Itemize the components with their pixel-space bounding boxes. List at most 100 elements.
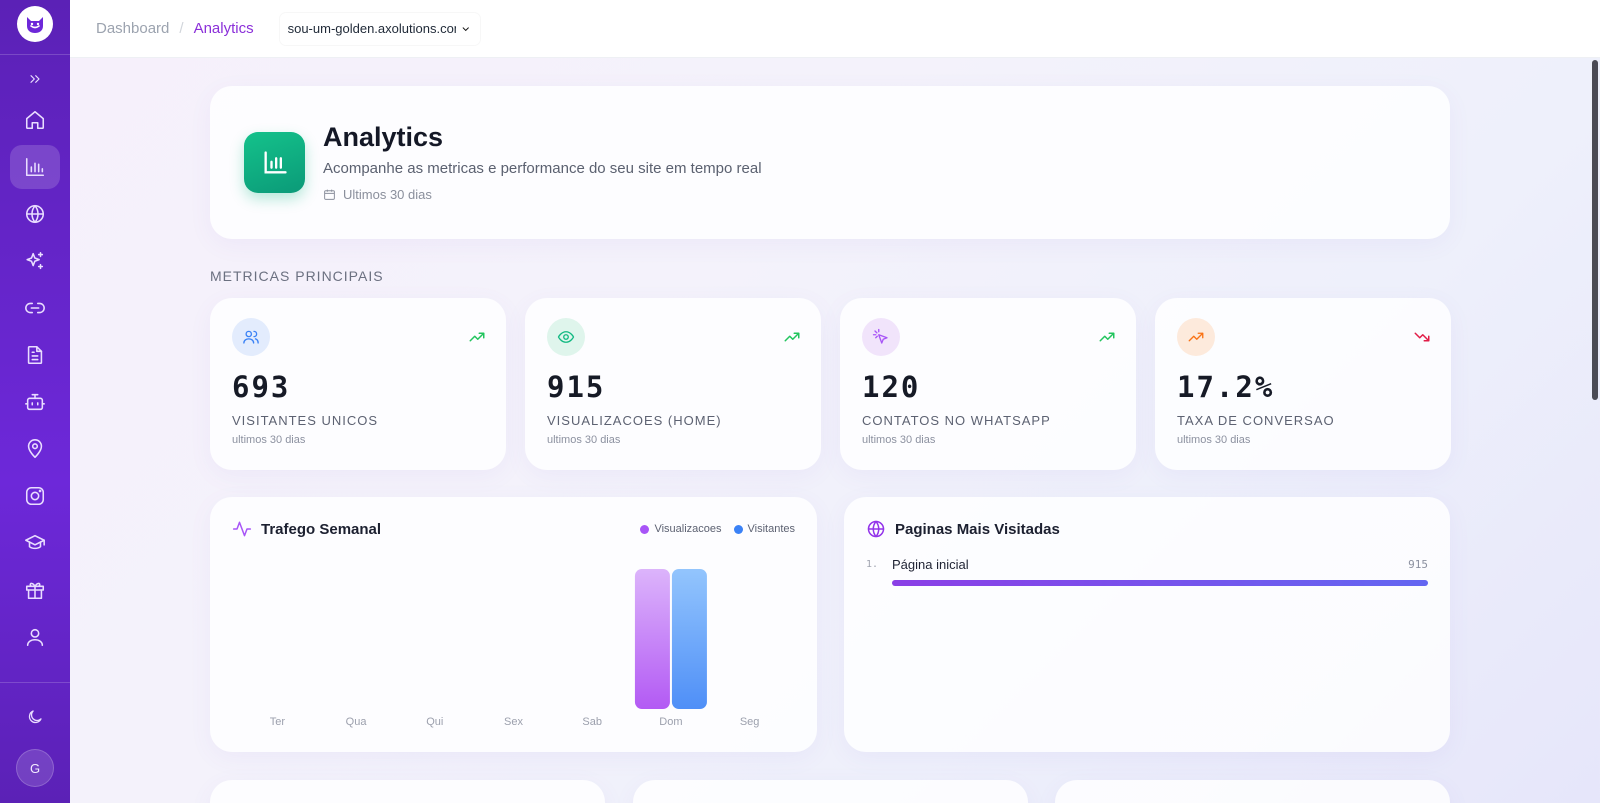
instagram-icon bbox=[25, 486, 45, 506]
breadcrumb-current: Analytics bbox=[193, 20, 254, 37]
chevron-down-icon bbox=[462, 26, 470, 31]
globe-icon bbox=[25, 204, 45, 224]
sidebar-item-courses[interactable] bbox=[10, 521, 60, 565]
page-progress-fill bbox=[892, 580, 1428, 586]
sidebar-item-sites[interactable] bbox=[10, 192, 60, 236]
legend-item-views: Visualizacoes bbox=[640, 523, 722, 535]
metric-period: ultimos 30 dias bbox=[547, 434, 621, 446]
page-subtitle: Acompanhe as metricas e performance do s… bbox=[323, 160, 762, 177]
lower-card-1 bbox=[210, 780, 605, 803]
calendar-icon bbox=[324, 189, 335, 200]
chart-legend: Visualizacoes Visitantes bbox=[628, 523, 795, 535]
app-logo[interactable] bbox=[17, 6, 53, 42]
weekly-traffic-chart: Ter Qua Qui Sex Sab Dom Seg bbox=[270, 569, 760, 728]
breadcrumb-dashboard[interactable]: Dashboard bbox=[96, 20, 170, 37]
metric-icon-badge bbox=[862, 318, 900, 356]
metric-label: TAXA DE CONVERSAO bbox=[1177, 413, 1335, 428]
trending-up-icon bbox=[784, 332, 800, 342]
sidebar-item-documents[interactable] bbox=[10, 333, 60, 377]
link-icon bbox=[25, 302, 45, 314]
sidebar-bottom: G bbox=[0, 682, 70, 803]
breadcrumb-separator: / bbox=[179, 20, 184, 37]
sidebar-item-ai[interactable] bbox=[10, 239, 60, 283]
map-pin-icon bbox=[27, 439, 43, 459]
x-tick-label: Ter bbox=[270, 716, 286, 728]
x-tick-label: Sex bbox=[504, 716, 523, 728]
top-pages-header: Paginas Mais Visitadas bbox=[866, 519, 1060, 539]
bar-chart-icon bbox=[264, 150, 287, 173]
bar-visitantes-dom[interactable] bbox=[671, 569, 707, 709]
sparkles-icon bbox=[26, 251, 44, 270]
page-count: 915 bbox=[1408, 558, 1428, 571]
x-tick-label: Qua bbox=[346, 716, 368, 728]
bar-visualizacoes-dom[interactable] bbox=[634, 569, 670, 709]
analytics-header-card: Analytics Acompanhe as metricas e perfor… bbox=[210, 86, 1450, 239]
sidebar-item-gifts[interactable] bbox=[10, 568, 60, 612]
x-tick-label: Seg bbox=[740, 716, 760, 728]
metric-label: CONTATOS NO WHATSAPP bbox=[862, 413, 1051, 428]
trending-up-icon bbox=[1188, 332, 1204, 342]
metric-period: ultimos 30 dias bbox=[862, 434, 936, 446]
pointer-click-icon bbox=[872, 328, 888, 344]
metric-card-views: 915 VISUALIZACOES (HOME) ultimos 30 dias bbox=[525, 298, 821, 470]
eye-icon bbox=[557, 331, 575, 343]
weekly-traffic-title: Trafego Semanal bbox=[261, 520, 382, 538]
weekly-traffic-header: Trafego Semanal bbox=[232, 519, 381, 539]
sidebar-item-home[interactable] bbox=[10, 98, 60, 142]
x-tick-label: Dom bbox=[659, 716, 682, 728]
page-progress-bar bbox=[892, 580, 1428, 586]
user-avatar[interactable]: G bbox=[16, 749, 54, 787]
trending-up-icon bbox=[1099, 332, 1115, 342]
metric-value: 17.2% bbox=[1177, 370, 1275, 404]
metric-value: 693 bbox=[232, 370, 291, 404]
sidebar-item-analytics[interactable] bbox=[10, 145, 60, 189]
sidebar-item-location[interactable] bbox=[10, 427, 60, 471]
metric-icon-badge bbox=[1177, 318, 1215, 356]
legend-label: Visualizacoes bbox=[654, 523, 722, 535]
sidebar-item-bot[interactable] bbox=[10, 380, 60, 424]
bot-icon bbox=[25, 393, 45, 411]
cat-logo-icon bbox=[27, 17, 43, 33]
sidebar-divider bbox=[0, 54, 70, 55]
date-range-label: Ultimos 30 dias bbox=[343, 187, 432, 202]
trend-indicator bbox=[1098, 328, 1116, 351]
top-pages-title: Paginas Mais Visitadas bbox=[895, 520, 1060, 538]
sidebar-item-links[interactable] bbox=[10, 286, 60, 330]
metric-label: VISUALIZACOES (HOME) bbox=[547, 413, 722, 428]
theme-toggle-button[interactable] bbox=[10, 695, 60, 739]
sidebar-item-instagram[interactable] bbox=[10, 474, 60, 518]
sidebar: G bbox=[0, 0, 70, 803]
metrics-section-title: METRICAS PRINCIPAIS bbox=[210, 268, 384, 284]
graduation-cap-icon bbox=[25, 534, 45, 550]
trend-indicator bbox=[468, 328, 486, 351]
page-rank: 1. bbox=[866, 559, 879, 570]
metric-card-unique-visitors: 693 VISITANTES UNICOS ultimos 30 dias bbox=[210, 298, 506, 470]
site-selector-value: sou-um-golden.axolutions.com bbox=[287, 21, 457, 36]
date-range: Ultimos 30 dias bbox=[323, 187, 432, 202]
metric-card-conversion: 17.2% TAXA DE CONVERSAO ultimos 30 dias bbox=[1155, 298, 1451, 470]
trending-down-icon bbox=[1414, 332, 1430, 342]
sidebar-item-profile[interactable] bbox=[10, 615, 60, 659]
metric-icon-badge bbox=[547, 318, 585, 356]
weekly-traffic-card: Ter Qua Qui Sex Sab Dom Seg Trafego Semanal Vi… bbox=[210, 497, 817, 752]
metric-value: 120 bbox=[862, 370, 921, 404]
lower-card-3 bbox=[1055, 780, 1450, 803]
globe-icon bbox=[867, 520, 885, 538]
metric-label: VISITANTES UNICOS bbox=[232, 413, 379, 428]
top-pages-card: Paginas Mais Visitadas 1. Página inicial… bbox=[844, 497, 1450, 752]
legend-dot bbox=[733, 524, 743, 534]
x-tick-label: Qui bbox=[426, 716, 443, 728]
page-title: Analytics bbox=[323, 122, 444, 152]
site-selector[interactable]: sou-um-golden.axolutions.com bbox=[280, 13, 480, 45]
page-name: Página inicial bbox=[892, 557, 969, 572]
x-tick-label: Sab bbox=[582, 716, 602, 728]
analytics-badge bbox=[244, 132, 305, 193]
legend-item-visitors: Visitantes bbox=[733, 523, 795, 535]
user-icon bbox=[26, 628, 44, 647]
expand-sidebar-button[interactable] bbox=[10, 63, 60, 95]
page-scrollbar[interactable] bbox=[1592, 60, 1598, 400]
moon-icon bbox=[28, 710, 42, 724]
gift-icon bbox=[25, 582, 45, 600]
home-icon bbox=[25, 110, 45, 130]
users-icon bbox=[243, 330, 259, 344]
